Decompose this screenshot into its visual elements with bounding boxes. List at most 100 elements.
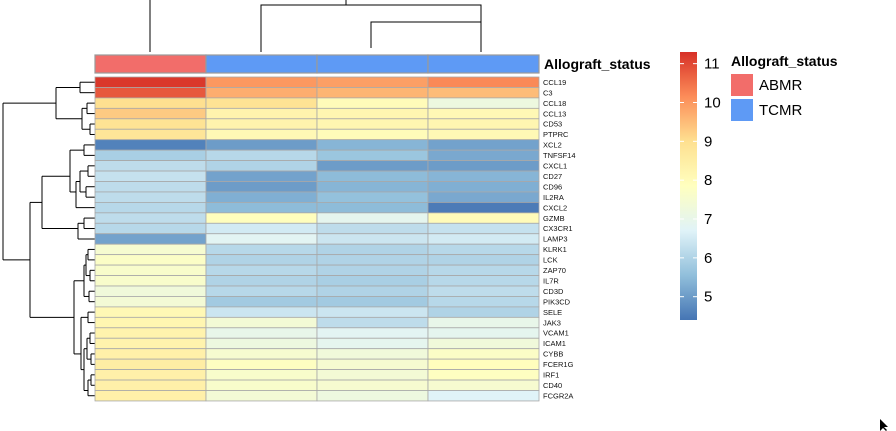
heatmap-cell	[427, 264, 540, 276]
heatmap-cell	[427, 128, 540, 141]
row-label-ptprc: PTPRC	[543, 130, 569, 139]
heatmap-cell	[316, 76, 429, 88]
scale-tick-label: 9	[704, 133, 712, 150]
row-label-ccl13: CCL13	[543, 109, 566, 118]
heatmap-cell	[427, 296, 540, 308]
heatmap-cell	[94, 275, 207, 287]
row-label-c3: C3	[543, 88, 553, 97]
heatmap-cell	[205, 348, 318, 360]
heatmap-cell	[94, 107, 207, 120]
heatmap-cell	[427, 285, 540, 297]
heatmap-cell	[316, 254, 429, 266]
heatmap-cell	[205, 296, 318, 308]
row-label-vcam1: VCAM1	[543, 329, 569, 338]
heatmap-cell	[94, 149, 207, 161]
heatmap-cell	[94, 191, 207, 203]
row-label-il7r: IL7R	[543, 276, 559, 285]
annotation-cell-abmr	[94, 54, 207, 74]
heatmap-cell	[94, 128, 207, 141]
heatmap-cell	[205, 212, 318, 224]
heatmap-cells	[94, 76, 540, 402]
heatmap-cell	[316, 118, 429, 130]
heatmap-cell	[94, 348, 207, 360]
scale-tick-label: 8	[704, 172, 712, 189]
dendrogram-branch	[370, 21, 481, 48]
legend-swatch-abmr	[731, 74, 753, 96]
heatmap-cell	[205, 316, 318, 329]
heatmap-cell	[205, 390, 318, 402]
heatmap-cell	[316, 128, 429, 141]
heatmap-cell	[94, 316, 207, 329]
heatmap-cell	[94, 233, 207, 245]
heatmap-cell	[94, 306, 207, 318]
heatmap-cell	[94, 254, 207, 266]
heatmap-cell	[316, 379, 429, 391]
heatmap-cell	[427, 358, 540, 370]
row-label-il2ra: IL2RA	[543, 193, 564, 202]
heatmap-cell	[205, 149, 318, 161]
heatmap-cell	[316, 275, 429, 287]
heatmap-cell	[205, 379, 318, 391]
heatmap-cell	[316, 222, 429, 235]
heatmap-cell	[427, 337, 540, 350]
heatmap-cell	[427, 107, 540, 120]
heatmap-cell	[94, 358, 207, 370]
heatmap-cell	[427, 348, 540, 360]
annotation-cell-tcmr	[427, 54, 540, 74]
heatmap-cell	[427, 181, 540, 193]
heatmap-cell	[427, 369, 540, 381]
heatmap-cell	[427, 222, 540, 235]
heatmap-cell	[316, 149, 429, 161]
heatmap-cell	[94, 390, 207, 402]
heatmap-cell	[427, 390, 540, 402]
legend-title: Allograft_status	[731, 53, 838, 69]
legend: ABMR TCMR	[731, 74, 803, 121]
row-label-cx3cr1: CX3CR1	[543, 224, 573, 233]
heatmap-cell	[316, 264, 429, 276]
heatmap-cell	[94, 76, 207, 88]
annotation-bar	[94, 54, 540, 74]
scale-tick-label: 7	[704, 211, 712, 228]
row-label-ccl18: CCL18	[543, 99, 566, 108]
heatmap-cell	[94, 243, 207, 256]
heatmap-cell	[94, 160, 207, 172]
heatmap-cell	[205, 139, 318, 151]
row-label-lck: LCK	[543, 256, 558, 265]
heatmap-cell	[316, 296, 429, 308]
heatmap-cell	[205, 243, 318, 256]
heatmap-cell	[94, 181, 207, 193]
heatmap-cell	[316, 170, 429, 182]
heatmap-cell	[94, 222, 207, 235]
row-label-cd27: CD27	[543, 172, 562, 181]
heatmap-cell	[427, 306, 540, 318]
row-label-klrk1: KLRK1	[543, 245, 567, 254]
scale-tick-label: 10	[704, 94, 721, 111]
heatmap-cell	[94, 379, 207, 391]
heatmap-cell	[94, 264, 207, 276]
heatmap-cell	[427, 316, 540, 329]
heatmap-cell	[316, 306, 429, 318]
row-label-pik3cd: PIK3CD	[543, 297, 571, 306]
heatmap-cell	[316, 285, 429, 297]
row-label-fcgr2a: FCGR2A	[543, 391, 573, 400]
heatmap-cell	[316, 316, 429, 329]
heatmap-cell	[316, 369, 429, 381]
heatmap-cell	[316, 337, 429, 350]
scale-tick-label: 5	[704, 289, 712, 306]
row-label-ccl19: CCL19	[543, 78, 566, 87]
heatmap-cell	[316, 233, 429, 245]
heatmap-cell	[94, 327, 207, 339]
heatmap-cell	[94, 170, 207, 182]
heatmap-cell	[427, 327, 540, 339]
heatmap-cell	[205, 181, 318, 193]
heatmap-cell	[94, 212, 207, 224]
heatmap-cell	[205, 337, 318, 350]
color-scale-bar	[680, 52, 697, 320]
heatmap-cell	[205, 275, 318, 287]
heatmap-cell	[94, 139, 207, 151]
heatmap-cell	[427, 254, 540, 266]
color-scale-ticks: 5 6 7 8 9 10 11	[680, 56, 721, 306]
row-label-fcer1g: FCER1G	[543, 360, 574, 369]
heatmap-cell	[94, 118, 207, 130]
heatmap-cell	[316, 348, 429, 360]
